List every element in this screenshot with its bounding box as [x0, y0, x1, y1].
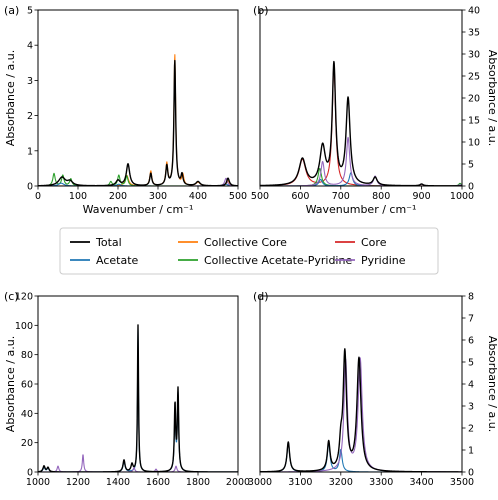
x-tick-label-a: 0 — [35, 191, 41, 202]
y-tick-label-b: 35 — [468, 28, 480, 39]
x-tick-label-d: 3100 — [288, 477, 312, 488]
y-tick-label-b: 20 — [468, 94, 480, 105]
legend-box: Total Acetate Collective Core Collective Ac… — [59, 227, 439, 275]
x-tick-label-b: 900 — [413, 191, 431, 202]
y-tick-label-b: 0 — [468, 182, 474, 193]
x-tick-label-a: 100 — [69, 191, 87, 202]
x-tick-label-c: 1400 — [106, 477, 130, 488]
legend-label-acetate: Acetate — [96, 254, 139, 267]
legend-label-total: Total — [95, 236, 122, 249]
series-layer-b — [260, 60, 462, 186]
series-layer-d — [260, 348, 462, 472]
series-line-pyridine-c — [38, 454, 238, 472]
x-tick-label-b: 600 — [291, 191, 309, 202]
y-tick-label-a: 0 — [27, 182, 33, 193]
x-tick-label-d: 3400 — [410, 477, 434, 488]
axes-frame-a — [37, 9, 239, 187]
y-tick-label-d: 8 — [468, 292, 474, 303]
y-tick-label-c: 120 — [15, 292, 33, 303]
series-line-collective-core-a — [38, 54, 238, 186]
y-tick-label-b: 30 — [468, 50, 480, 61]
x-axis-label-a: Wavenumber / cm⁻¹ — [83, 203, 194, 216]
x-tick-label-d: 3200 — [329, 477, 353, 488]
y-tick-label-c: 40 — [21, 409, 33, 420]
x-tick-label-a: 400 — [189, 191, 207, 202]
y-tick-label-d: 3 — [468, 402, 474, 413]
series-layer-c — [38, 324, 238, 472]
series-layer-a — [38, 54, 238, 186]
y-tick-label-a: 2 — [27, 111, 33, 122]
x-tick-label-b: 1000 — [450, 191, 474, 202]
y-tick-label-d: 1 — [468, 446, 474, 457]
panel-tag-b: (b) — [253, 4, 269, 17]
y-tick-label-a: 4 — [27, 41, 33, 52]
y-tick-label-b: 25 — [468, 72, 480, 83]
x-tick-label-b: 800 — [372, 191, 390, 202]
legend-label-core: Core — [361, 236, 387, 249]
x-tick-label-d: 3000 — [248, 477, 272, 488]
y-tick-label-a: 1 — [27, 146, 33, 157]
panel-tag-d: (d) — [253, 290, 269, 303]
y-tick-label-d: 5 — [468, 358, 474, 369]
legend-label-pyridine: Pyridine — [361, 254, 406, 267]
panel-tag-a: (a) — [4, 4, 19, 17]
y-tick-label-c: 20 — [21, 438, 33, 449]
x-tick-label-c: 2000 — [226, 477, 250, 488]
x-tick-label-a: 300 — [149, 191, 167, 202]
y-tick-label-c: 100 — [15, 321, 33, 332]
x-tick-label-d: 3300 — [369, 477, 393, 488]
x-tick-label-b: 700 — [332, 191, 350, 202]
y-tick-label-a: 3 — [27, 76, 33, 87]
legend-label-collective-core: Collective Core — [204, 236, 287, 249]
axes-frame-b — [259, 9, 463, 187]
y-tick-label-c: 80 — [21, 350, 33, 361]
y-axis-label-c: Absorbance / a.u. — [4, 336, 17, 432]
x-tick-label-b: 500 — [251, 191, 269, 202]
x-tick-label-d: 3500 — [450, 477, 474, 488]
y-tick-label-c: 0 — [27, 468, 33, 479]
y-tick-label-b: 40 — [468, 6, 480, 17]
series-line-total-a — [38, 59, 238, 186]
y-tick-label-d: 2 — [468, 424, 474, 435]
x-tick-label-c: 1600 — [146, 477, 170, 488]
legend-frame — [59, 227, 439, 275]
series-line-acetate-b — [260, 172, 462, 186]
y-tick-label-b: 10 — [468, 138, 480, 149]
series-line-pyridine-b — [260, 136, 462, 186]
x-tick-label-a: 500 — [229, 191, 247, 202]
panel-c: 1000 1200 1400 1600 1800 2000 0 20 40 60 80 100 120 A… — [4, 290, 250, 488]
y-tick-label-d: 4 — [468, 380, 474, 391]
y-axis-label-a: Absorbance / a.u. — [4, 50, 17, 146]
panel-tag-c: (c) — [4, 290, 19, 303]
x-tick-label-c: 1800 — [186, 477, 210, 488]
series-line-total-b — [260, 60, 462, 186]
x-tick-label-c: 1000 — [26, 477, 50, 488]
series-line-total-c — [38, 324, 238, 472]
legend-label-collective-acetate-pyridine: Collective Acetate-Pyridine — [204, 254, 352, 267]
series-line-core-b — [260, 64, 462, 186]
y-tick-label-c: 60 — [21, 380, 33, 391]
x-tick-label-c: 1200 — [66, 477, 90, 488]
y-tick-label-d: 0 — [468, 468, 474, 479]
panel-a: 0 100 200 300 400 500 0 1 2 3 4 5 Wavenumber / cm⁻¹ A… — [4, 4, 247, 216]
x-tick-label-a: 200 — [109, 191, 127, 202]
y-tick-label-b: 15 — [468, 116, 480, 127]
y-tick-label-b: 5 — [468, 160, 474, 171]
y-axis-label-d: Absorbance / a.u. — [486, 336, 498, 432]
x-axis-label-b: Wavenumber / cm⁻¹ — [306, 203, 417, 216]
y-tick-label-d: 7 — [468, 314, 474, 325]
y-tick-label-a: 5 — [27, 6, 33, 17]
y-axis-label-b: Absorbance / a.u. — [486, 50, 498, 146]
y-tick-label-d: 6 — [468, 336, 474, 347]
